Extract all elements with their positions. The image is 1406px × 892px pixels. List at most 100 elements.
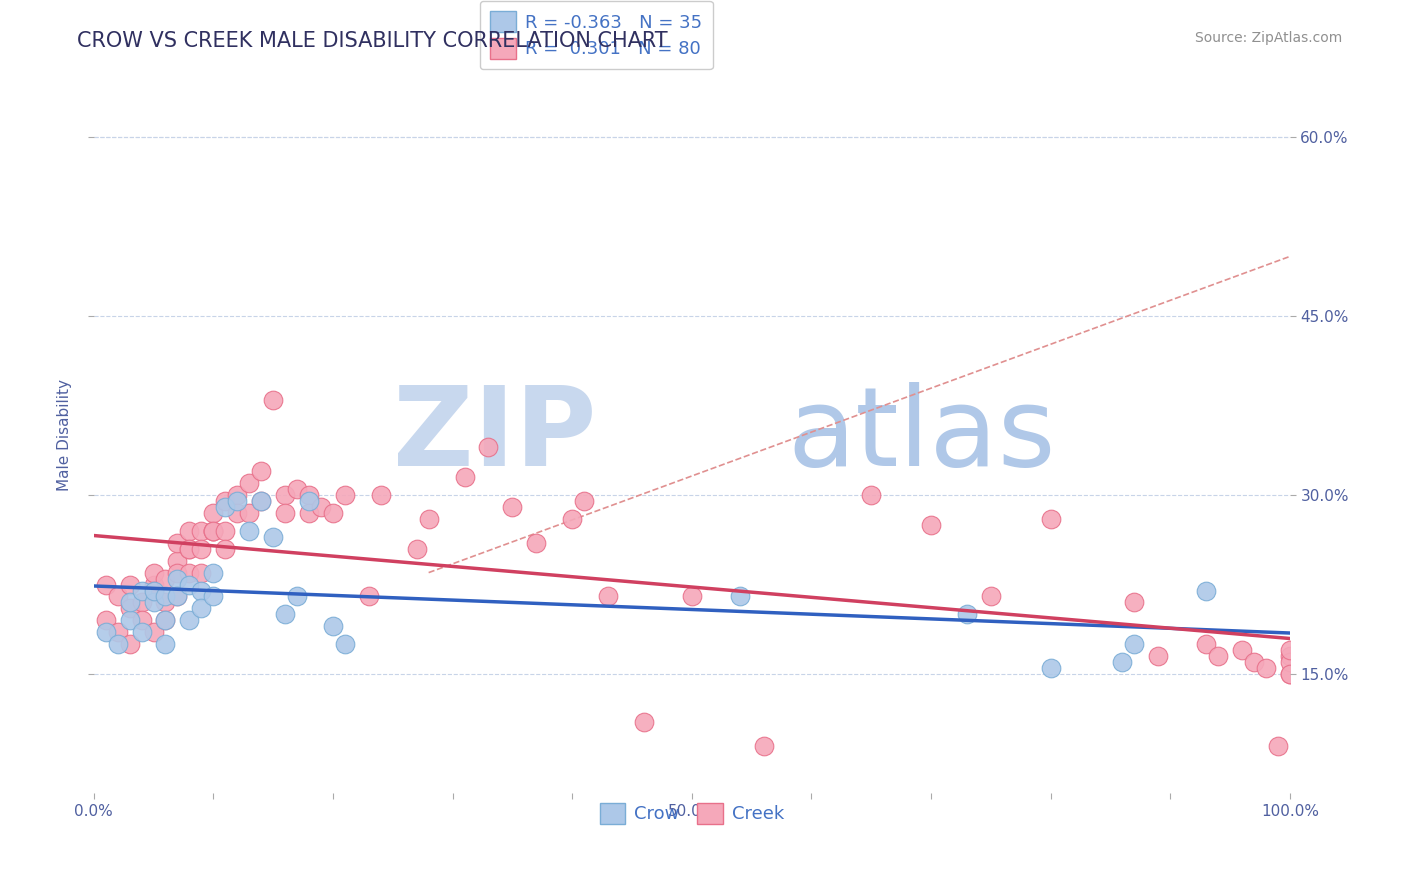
Point xyxy=(142,625,165,640)
Point xyxy=(262,392,284,407)
Point xyxy=(214,494,236,508)
Point xyxy=(179,524,201,538)
Point xyxy=(572,494,595,508)
Point xyxy=(118,601,141,615)
Point xyxy=(357,590,380,604)
Y-axis label: Male Disability: Male Disability xyxy=(58,379,72,491)
Point xyxy=(179,541,201,556)
Text: ZIP: ZIP xyxy=(392,382,596,489)
Point xyxy=(1123,595,1146,609)
Point xyxy=(155,572,177,586)
Point xyxy=(1206,649,1229,664)
Point xyxy=(1147,649,1170,664)
Point xyxy=(1039,512,1062,526)
Point xyxy=(1111,655,1133,669)
Point xyxy=(860,488,883,502)
Point xyxy=(1254,661,1277,675)
Point xyxy=(142,577,165,591)
Point xyxy=(285,590,308,604)
Point xyxy=(214,524,236,538)
Point xyxy=(142,566,165,580)
Point xyxy=(131,613,153,627)
Point xyxy=(155,595,177,609)
Point xyxy=(250,494,273,508)
Point xyxy=(179,577,201,591)
Point xyxy=(250,494,273,508)
Point xyxy=(107,590,129,604)
Point xyxy=(166,590,188,604)
Point xyxy=(596,590,619,604)
Text: atlas: atlas xyxy=(787,382,1056,489)
Point xyxy=(1278,649,1301,664)
Point xyxy=(1278,643,1301,657)
Point xyxy=(226,506,249,520)
Legend: Crow, Creek: Crow, Creek xyxy=(589,792,794,834)
Point xyxy=(202,506,225,520)
Point xyxy=(166,590,188,604)
Point xyxy=(524,535,547,549)
Point xyxy=(142,595,165,609)
Point xyxy=(501,500,523,514)
Point xyxy=(298,488,321,502)
Point xyxy=(94,577,117,591)
Point xyxy=(202,590,225,604)
Point xyxy=(142,583,165,598)
Point xyxy=(561,512,583,526)
Point xyxy=(166,554,188,568)
Point xyxy=(155,590,177,604)
Point xyxy=(142,583,165,598)
Point xyxy=(681,590,703,604)
Point xyxy=(418,512,440,526)
Point xyxy=(633,714,655,729)
Point xyxy=(155,613,177,627)
Point xyxy=(94,625,117,640)
Point xyxy=(728,590,751,604)
Point xyxy=(250,464,273,478)
Point xyxy=(322,619,344,633)
Point xyxy=(477,440,499,454)
Point xyxy=(453,470,475,484)
Point xyxy=(370,488,392,502)
Point xyxy=(333,488,356,502)
Point xyxy=(202,524,225,538)
Point xyxy=(262,530,284,544)
Point xyxy=(155,613,177,627)
Point xyxy=(274,506,297,520)
Point xyxy=(107,637,129,651)
Point xyxy=(1195,637,1218,651)
Text: CROW VS CREEK MALE DISABILITY CORRELATION CHART: CROW VS CREEK MALE DISABILITY CORRELATIO… xyxy=(77,31,668,51)
Point xyxy=(956,607,979,622)
Point xyxy=(118,577,141,591)
Point xyxy=(980,590,1002,604)
Point xyxy=(118,595,141,609)
Point xyxy=(238,476,260,491)
Point xyxy=(1278,655,1301,669)
Point xyxy=(1195,583,1218,598)
Point xyxy=(118,613,141,627)
Point xyxy=(226,488,249,502)
Point xyxy=(179,613,201,627)
Point xyxy=(107,625,129,640)
Point xyxy=(298,494,321,508)
Point xyxy=(166,535,188,549)
Point xyxy=(94,613,117,627)
Point xyxy=(202,524,225,538)
Point xyxy=(226,494,249,508)
Point xyxy=(333,637,356,651)
Point xyxy=(190,583,212,598)
Point xyxy=(202,524,225,538)
Point xyxy=(1230,643,1253,657)
Point xyxy=(118,637,141,651)
Point xyxy=(238,524,260,538)
Point xyxy=(405,541,427,556)
Point xyxy=(179,541,201,556)
Point xyxy=(166,572,188,586)
Point xyxy=(131,595,153,609)
Point xyxy=(1123,637,1146,651)
Point xyxy=(166,566,188,580)
Point xyxy=(1039,661,1062,675)
Point xyxy=(131,583,153,598)
Point xyxy=(752,739,775,753)
Point xyxy=(1243,655,1265,669)
Point xyxy=(190,541,212,556)
